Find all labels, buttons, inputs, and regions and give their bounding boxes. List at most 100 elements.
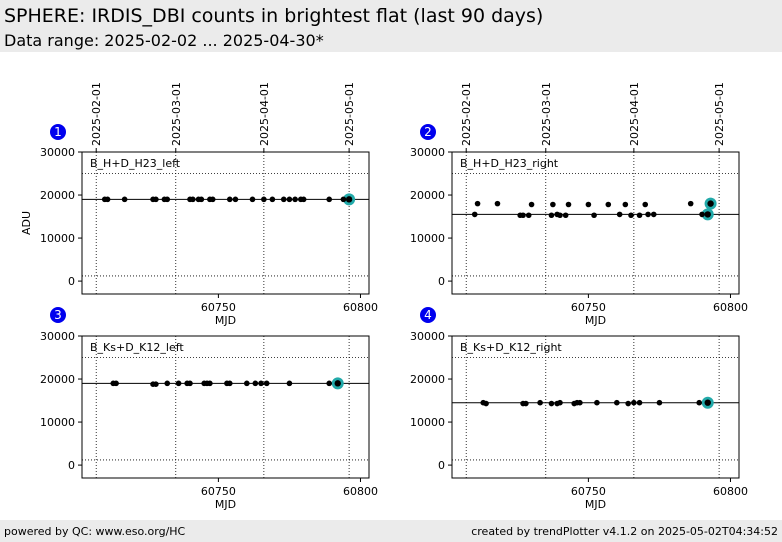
- panel-label: B_Ks+D_K12_left: [90, 341, 184, 354]
- highlight-point-center: [704, 399, 711, 406]
- data-point: [226, 380, 233, 387]
- date-tick-label: 2025-03-01: [170, 82, 183, 146]
- footer-powered-by: powered by QC: www.eso.org/HC: [4, 525, 186, 538]
- data-point: [642, 201, 649, 208]
- data-point: [625, 400, 631, 407]
- footer-created-by: created by trendPlotter v4.1.2 on 2025-0…: [471, 525, 778, 538]
- data-point: [263, 380, 270, 387]
- data-point: [483, 400, 489, 407]
- data-point: [232, 196, 239, 203]
- data-point: [340, 196, 347, 203]
- data-point: [636, 399, 643, 406]
- y-tick-label: 20000: [40, 189, 75, 202]
- data-point: [548, 212, 555, 219]
- data-point: [585, 201, 592, 208]
- data-point: [175, 380, 182, 387]
- data-point: [699, 211, 705, 218]
- panel-1: [50, 124, 370, 298]
- data-point: [520, 212, 526, 219]
- y-tick-label: 30000: [40, 330, 75, 343]
- data-point: [244, 380, 250, 387]
- date-tick-label: 2025-02-01: [460, 82, 473, 146]
- data-point: [261, 196, 267, 203]
- data-point: [562, 212, 569, 219]
- data-point: [656, 399, 663, 406]
- footer-bar: powered by QC: www.eso.org/HC created by…: [0, 520, 782, 542]
- data-point: [187, 380, 193, 387]
- data-point: [121, 196, 128, 203]
- y-tick-label: 10000: [40, 416, 75, 429]
- data-point: [326, 380, 333, 387]
- highlight-point-center: [334, 380, 341, 387]
- highlight-point-center: [707, 200, 714, 207]
- data-range-subtitle: Data range: 2025-02-02 ... 2025-04-30*: [4, 31, 324, 50]
- data-point: [557, 212, 563, 219]
- y-tick-label: 30000: [410, 146, 445, 159]
- y-tick-label: 20000: [410, 373, 445, 386]
- data-point: [528, 201, 535, 208]
- plot-frame: [451, 151, 740, 295]
- date-tick-label: 2025-04-01: [628, 82, 641, 146]
- data-point: [209, 196, 216, 203]
- header-bar: SPHERE: IRDIS_DBI counts in brightest fl…: [0, 0, 782, 52]
- data-point: [153, 381, 159, 387]
- data-point: [286, 380, 293, 387]
- chart-area: 0 10000 20000 30000 60750 60800 MJD ADU 2025-02-…: [20, 82, 748, 511]
- panel-number: 1: [54, 125, 62, 139]
- highlight-point-center: [345, 196, 353, 203]
- panel-number: 2: [424, 125, 432, 139]
- y-tick-label: 20000: [410, 189, 445, 202]
- data-point: [577, 399, 583, 406]
- x-axis-label: MJD: [585, 314, 606, 327]
- panel-number: 3: [54, 308, 62, 322]
- panel-label: B_H+D_H23_left: [90, 157, 181, 170]
- data-point: [523, 400, 529, 407]
- y-tick-label: 30000: [40, 146, 75, 159]
- data-point: [687, 200, 694, 207]
- date-tick-label: 2025-05-01: [343, 82, 356, 146]
- data-point: [280, 196, 287, 203]
- data-point: [650, 211, 657, 218]
- y-tick-label: 10000: [40, 232, 75, 245]
- y-tick-label: 20000: [40, 373, 75, 386]
- date-tick-label: 2025-05-01: [713, 82, 726, 146]
- x-tick-label: 60750: [201, 485, 236, 498]
- data-point: [164, 196, 171, 203]
- data-point: [300, 196, 307, 203]
- data-point: [622, 201, 629, 208]
- data-point: [292, 196, 298, 203]
- x-tick-label: 60800: [343, 485, 378, 498]
- y-axis-label: ADU: [20, 211, 33, 235]
- data-point: [550, 201, 556, 208]
- data-point: [226, 196, 233, 203]
- x-tick-label: 60750: [201, 301, 236, 314]
- data-point: [616, 211, 623, 218]
- panel-3: [50, 307, 370, 482]
- data-point: [548, 400, 555, 407]
- x-tick-label: 60750: [571, 301, 606, 314]
- data-point: [471, 211, 478, 218]
- data-point: [474, 200, 481, 207]
- data-point: [198, 196, 205, 203]
- date-tick-label: 2025-02-01: [90, 82, 103, 146]
- y-tick-label: 10000: [410, 416, 445, 429]
- data-point: [631, 399, 637, 406]
- data-point: [207, 380, 213, 387]
- x-tick-label: 60800: [713, 485, 748, 498]
- data-point: [614, 399, 620, 406]
- y-tick-label: 0: [68, 459, 75, 472]
- data-point: [594, 399, 600, 406]
- x-tick-label: 60800: [343, 301, 378, 314]
- data-point: [636, 212, 643, 219]
- panel-label: B_H+D_H23_right: [460, 157, 559, 170]
- plot-frame: [81, 335, 370, 479]
- data-point: [269, 196, 276, 203]
- plot-frame: [81, 151, 370, 295]
- x-axis-label: MJD: [215, 314, 236, 327]
- page-title: SPHERE: IRDIS_DBI counts in brightest fl…: [4, 5, 544, 27]
- data-point: [249, 196, 256, 203]
- y-tick-label: 30000: [410, 330, 445, 343]
- data-point: [605, 201, 612, 208]
- data-point: [153, 196, 159, 203]
- highlight-point-center: [704, 211, 711, 218]
